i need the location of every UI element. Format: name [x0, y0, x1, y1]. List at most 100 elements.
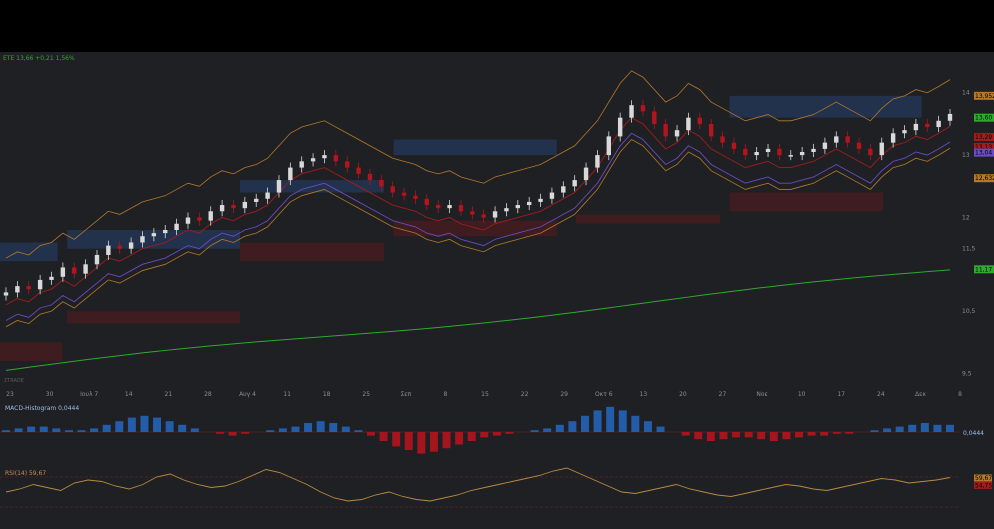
macd-bar-5 [64, 430, 73, 432]
candle-18 [208, 211, 213, 221]
candle-41 [470, 211, 475, 215]
candle-11 [128, 242, 134, 249]
candle-37 [424, 198, 430, 206]
macd-bar-10 [127, 417, 136, 432]
candle-3 [37, 279, 43, 290]
x-tick-15: Οκτ 6 [595, 391, 613, 398]
candle-1 [15, 286, 20, 293]
macd-bar-59 [744, 432, 753, 438]
candle-38 [435, 205, 441, 209]
macd-bar-74 [933, 424, 942, 432]
macd-bar-39 [492, 432, 501, 436]
rsi-value-label-0: 59,67 [975, 475, 992, 482]
x-tick-7: 11 [283, 391, 291, 398]
chart-svg: 14131211,510,59,513,95213,6013,2913,1313… [0, 70, 994, 508]
sma-long-line [5, 269, 951, 371]
macd-bar-29 [367, 432, 376, 436]
candle-73 [834, 136, 839, 143]
zone-8 [393, 220, 557, 237]
macd-bar-21 [266, 430, 275, 432]
candle-13 [151, 233, 157, 237]
candle-60 [686, 117, 691, 131]
macd-bar-15 [190, 428, 199, 432]
macd-bar-49 [618, 410, 627, 432]
candle-70 [799, 152, 805, 156]
price-label-4: 13,04 [975, 150, 992, 157]
candle-10 [117, 245, 122, 249]
price-label-bg-5 [974, 174, 994, 183]
price-label-3: 13,13 [975, 144, 992, 151]
candle-48 [549, 192, 555, 199]
macd-bar-70 [883, 428, 892, 432]
macd-bar-2 [27, 426, 36, 432]
x-tick-10: Σεπ [401, 391, 412, 398]
macd-bar-33 [417, 432, 426, 454]
macd-bar-11 [140, 415, 149, 432]
ma-purple-line [5, 132, 951, 321]
candle-57 [652, 111, 657, 124]
macd-bar-64 [807, 432, 816, 436]
candle-82 [936, 120, 941, 128]
macd-bar-44 [555, 424, 564, 432]
candle-69 [788, 155, 793, 157]
zone-7 [240, 242, 384, 262]
price-tick-0: 14 [962, 90, 970, 97]
x-tick-8: 18 [323, 391, 331, 398]
macd-bar-61 [769, 432, 778, 441]
x-tick-0: 23 [6, 391, 14, 398]
candle-36 [413, 195, 418, 199]
x-tick-9: 25 [362, 391, 370, 398]
candle-74 [845, 136, 850, 143]
x-tick-6: Αυγ 4 [239, 391, 256, 398]
candle-19 [219, 205, 225, 212]
rsi-line [5, 467, 951, 502]
price-label-bg-6 [974, 265, 994, 274]
macd-bar-67 [845, 432, 854, 434]
x-tick-12: 15 [481, 391, 489, 398]
candle-80 [913, 123, 919, 131]
macd-bar-52 [656, 426, 665, 432]
x-tick-2: Ιουλ 7 [80, 391, 98, 398]
macd-bar-37 [467, 432, 476, 441]
candle-71 [811, 148, 816, 152]
candle-72 [822, 142, 828, 149]
macd-bar-56 [706, 432, 715, 441]
macd-bar-71 [895, 426, 904, 432]
price-label-bg-3 [974, 143, 994, 152]
candle-61 [697, 117, 702, 124]
bollinger-upper [5, 70, 951, 259]
price-label-bg-0 [974, 91, 994, 100]
x-tick-20: 10 [798, 391, 806, 398]
candle-32 [367, 173, 373, 181]
macd-bar-36 [455, 432, 464, 445]
candle-54 [617, 117, 623, 137]
candle-0 [3, 292, 9, 296]
candle-49 [561, 186, 566, 193]
candle-63 [720, 136, 725, 143]
candle-50 [572, 180, 577, 187]
ma-red-line [5, 117, 951, 306]
price-label-bg-1 [974, 113, 994, 122]
candle-15 [174, 223, 179, 230]
candle-40 [458, 205, 464, 212]
candle-31 [356, 167, 361, 174]
symbol-label[interactable]: ETE [3, 55, 15, 62]
macd-bar-19 [241, 432, 250, 434]
candle-27 [310, 158, 316, 162]
macd-bar-25 [316, 421, 325, 432]
price-label-0: 13,952 [975, 93, 994, 100]
candle-5 [60, 267, 66, 277]
candle-9 [106, 245, 111, 255]
price-change: +0,21 [35, 55, 54, 62]
x-tick-5: 28 [204, 391, 212, 398]
candle-51 [583, 167, 589, 181]
last-price: 13,66 [16, 55, 34, 62]
macd-bar-4 [52, 428, 61, 432]
candle-7 [83, 264, 88, 274]
macd-bar-48 [606, 406, 615, 432]
candle-17 [197, 217, 202, 221]
macd-bar-18 [228, 432, 237, 436]
candle-78 [890, 133, 896, 143]
price-label-5: 12,632 [975, 175, 994, 182]
price-tick-1: 13 [962, 152, 970, 159]
